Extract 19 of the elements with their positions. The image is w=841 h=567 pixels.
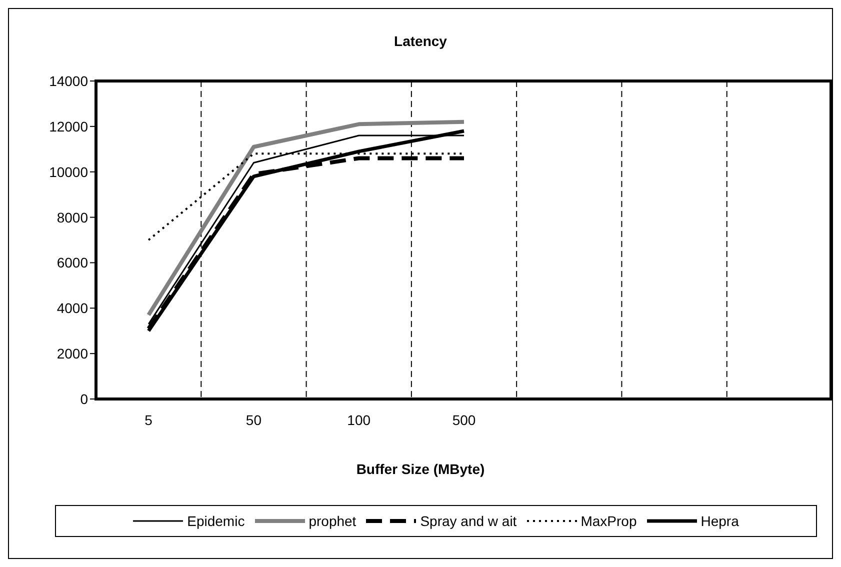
y-tick-label: 0 <box>80 390 88 407</box>
x-tick-label: 100 <box>347 412 371 428</box>
x-tick-label: 50 <box>246 412 262 428</box>
y-tick-label: 6000 <box>56 254 88 271</box>
x-tick-label: 500 <box>452 412 476 428</box>
x-axis-title: Buffer Size (MByte) <box>355 461 486 477</box>
y-tick-label: 14000 <box>49 72 88 89</box>
y-tick-label: 2000 <box>56 346 88 362</box>
legend-label: MaxProp <box>580 513 637 529</box>
x-tick-label: 5 <box>144 412 153 428</box>
legend-label: Epidemic <box>187 513 245 529</box>
y-tick-label: 8000 <box>56 209 88 226</box>
chart-title: Latency <box>393 33 448 49</box>
legend-label: Spray and w ait <box>420 513 517 529</box>
legend-label: prophet <box>308 513 356 529</box>
y-tick-label: 4000 <box>56 300 88 316</box>
y-tick-label: 10000 <box>49 164 88 180</box>
legend-label: Hepra <box>700 513 739 529</box>
y-tick-label: 12000 <box>49 118 88 134</box>
